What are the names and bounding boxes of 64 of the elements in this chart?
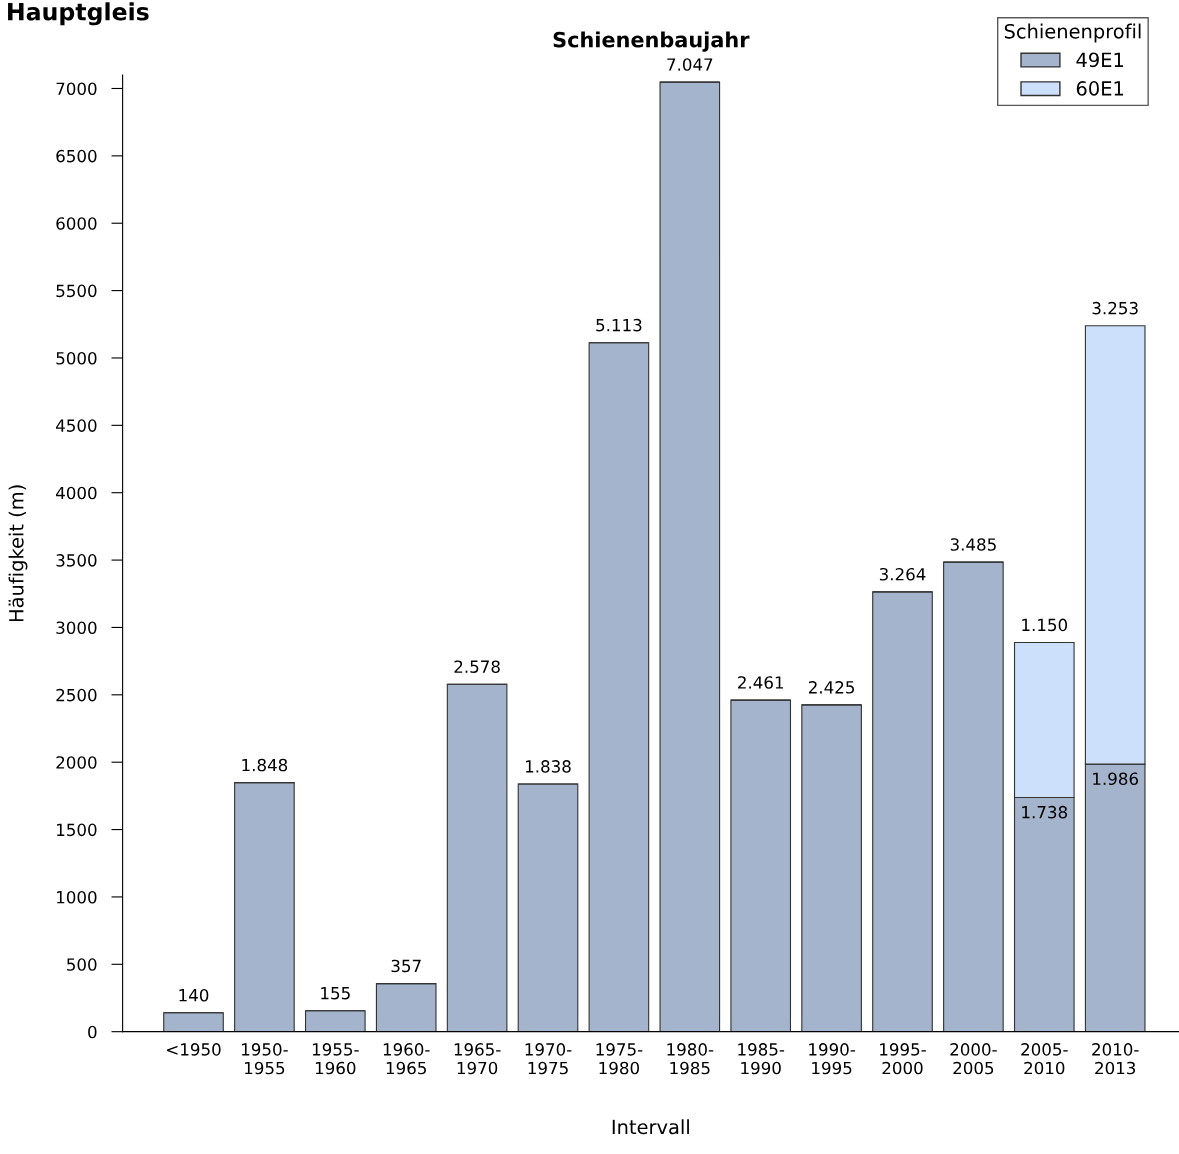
y-tick-label: 3000 [56,621,97,635]
x-tick-label: 1980- 1985 [667,1043,714,1075]
y-tick-label: 7000 [56,82,97,96]
bar [375,983,437,1032]
data-label: 140 [179,988,209,1002]
bar [872,591,933,1032]
bar [446,683,508,1032]
x-tick-label: 2010- 2013 [1092,1043,1139,1075]
data-label: 357 [391,959,421,973]
y-tick-label: 2500 [56,688,97,702]
x-tick-label: <1950 [167,1043,221,1056]
y-tick-label: 1500 [57,823,97,837]
legend-label: 60E1 [1076,81,1124,96]
bar [304,1010,366,1032]
y-tick-label: 6000 [56,217,97,230]
data-label: 3.264 [879,567,926,581]
bar [588,342,650,1032]
data-label: 1.986 [1093,772,1138,786]
x-tick-label: 1985- 1990 [738,1043,785,1075]
data-label: 1.738 [1022,805,1068,819]
data-label: 1.150 [1022,618,1068,632]
data-label: 155 [321,987,350,1000]
x-tick-label: 1975- 1980 [596,1043,643,1075]
chart-title: Schienenbaujahr [553,31,750,52]
y-tick-label: 1000 [57,890,97,904]
y-tick-label: 4500 [56,419,97,432]
y-tick-label: 0 [88,1025,97,1039]
y-tick-label: 3500 [56,554,97,567]
y-tick-label: 2000 [56,756,97,769]
x-tick-label: 1960- 1965 [383,1043,430,1075]
bar [730,699,792,1032]
data-label: 5.113 [596,318,642,332]
legend-title: Schienenprofil [1004,23,1141,43]
x-tick-label: 1995- 2000 [880,1043,926,1075]
x-axis-title: Intervall [612,1119,689,1135]
x-tick-label: 1955- 1960 [312,1043,359,1075]
bar [659,81,721,1032]
x-tick-label: 1970- 1975 [525,1043,572,1075]
x-tick-label: 1950- 1955 [242,1043,288,1075]
data-label: 3.253 [1092,301,1138,315]
data-label: 2.578 [454,660,500,673]
y-tick-label: 6500 [56,149,97,163]
bar [234,782,295,1032]
bar [517,783,579,1032]
chart-subtitle: Hauptgleis [8,2,149,26]
data-label: 7.047 [667,58,713,71]
x-tick-label: 2005- 2010 [1021,1043,1068,1075]
data-label: 2.461 [738,676,784,689]
data-label: 1.838 [525,760,571,773]
y-tick-label: 5000 [56,351,97,365]
x-tick-label: 1990- 1995 [809,1043,855,1075]
y-tick-label: 500 [67,958,97,971]
legend-label: 49E1 [1076,52,1124,68]
bar [801,704,862,1032]
data-label: 2.425 [808,681,854,694]
y-tick-label: 4000 [56,486,97,500]
x-tick-label: 1965- 1970 [454,1043,501,1075]
x-tick-label: 2000- 2005 [950,1043,997,1075]
data-label: 1.848 [242,758,288,772]
bar [943,561,1004,1032]
y-axis-title: Häufigkeit (m) [8,485,28,622]
bar [163,1012,224,1032]
data-label: 3.485 [950,538,996,551]
y-tick-label: 5500 [56,284,97,298]
